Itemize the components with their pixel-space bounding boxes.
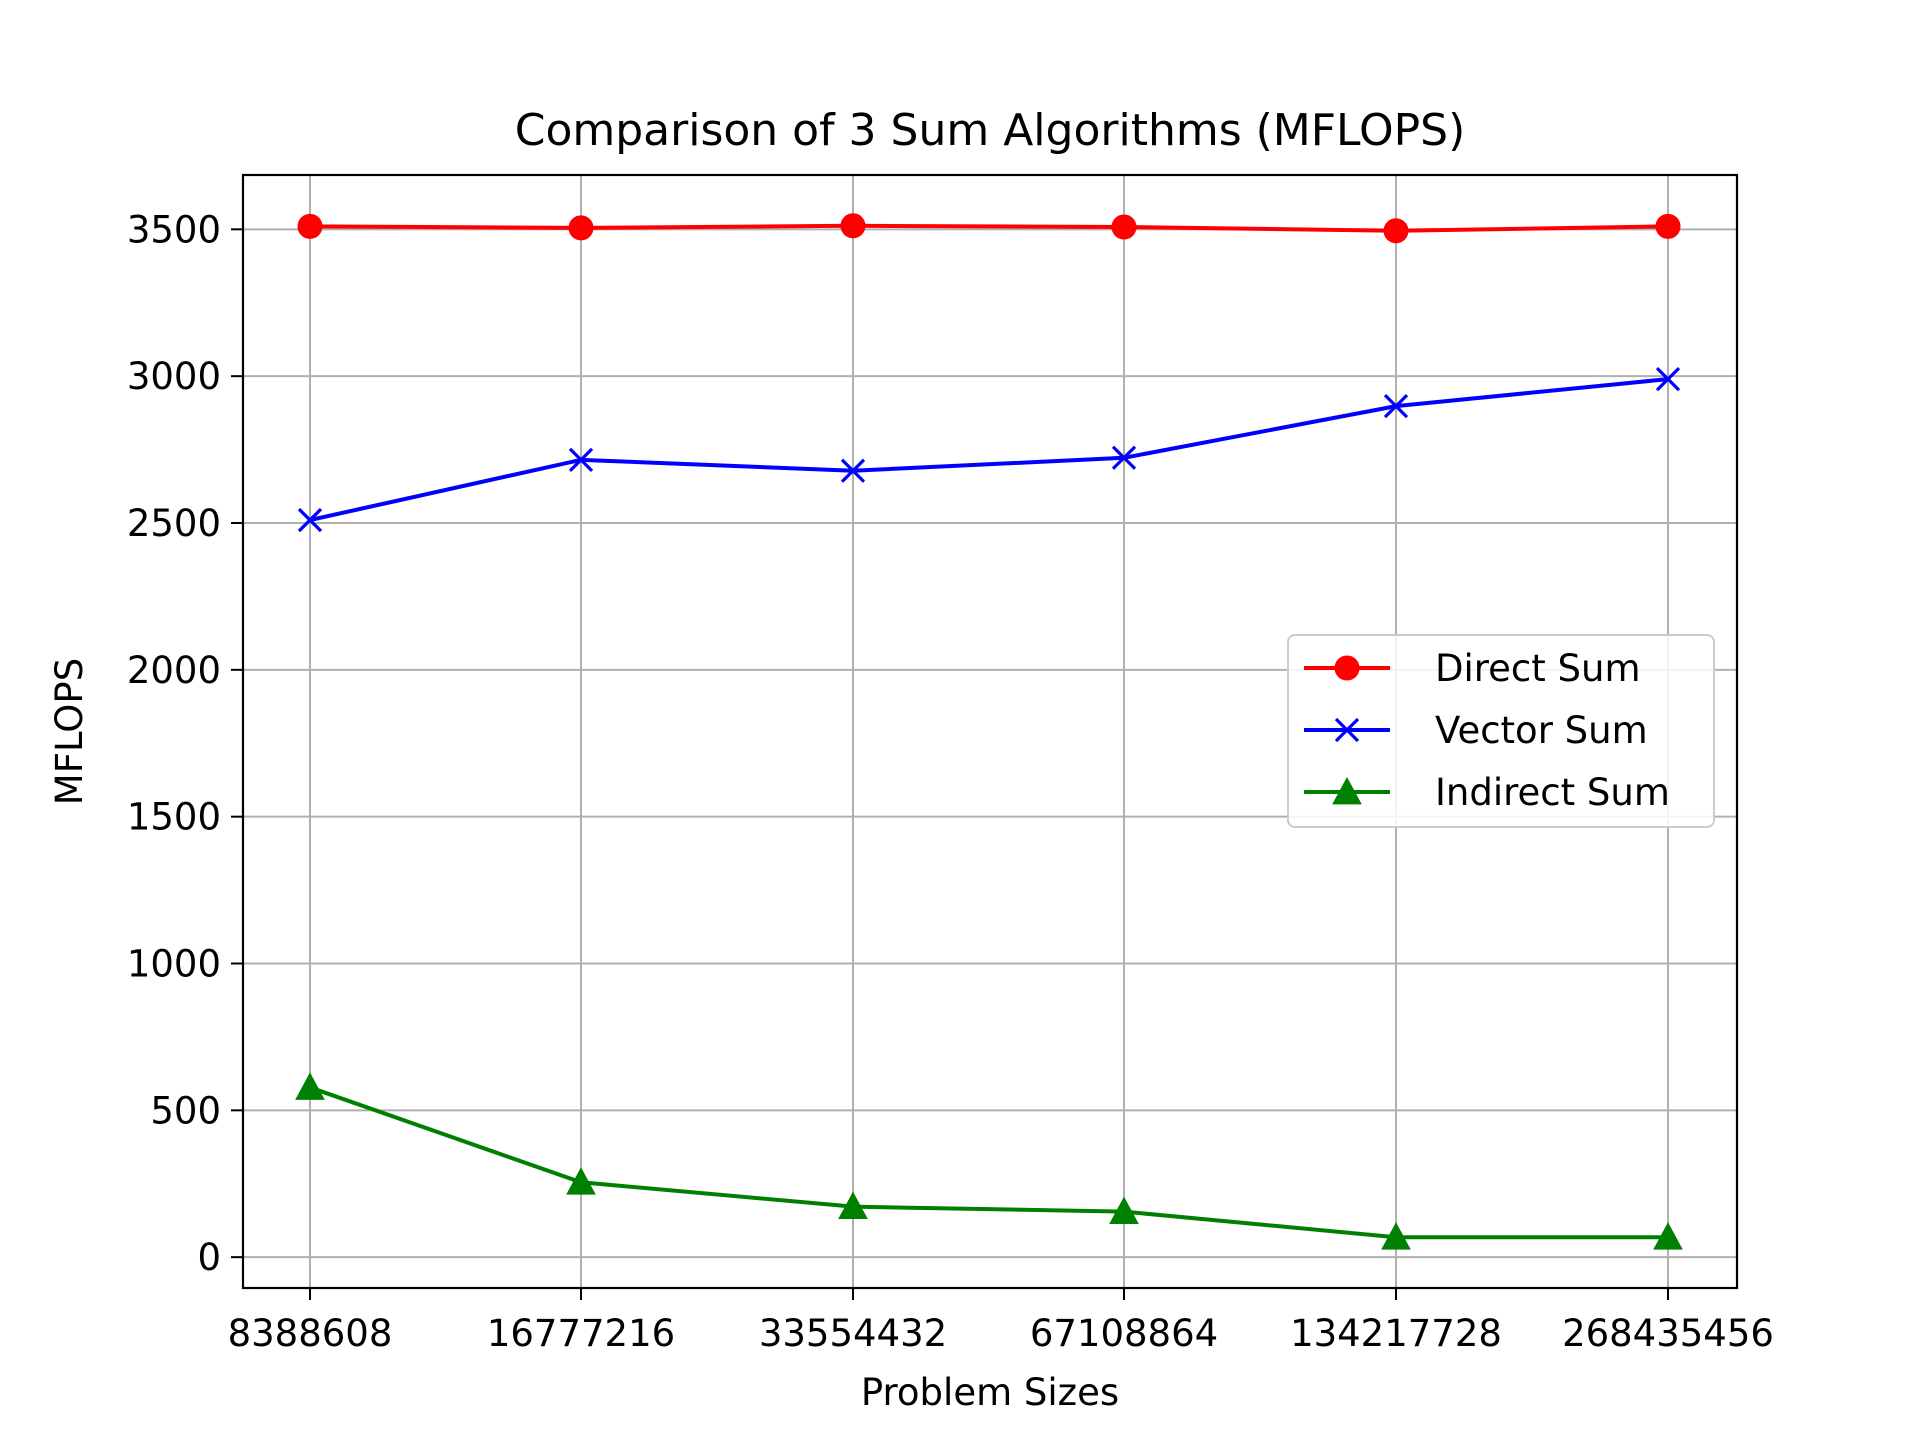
x-tick-label: 8388608 <box>228 1312 393 1355</box>
y-tick-label: 0 <box>197 1236 221 1279</box>
y-tick-label: 3500 <box>127 208 221 251</box>
x-marker-stroke <box>1111 445 1137 470</box>
data-point-indirect-sum <box>566 1167 596 1195</box>
data-point-direct-sum <box>568 215 594 241</box>
data-point-vector-sum <box>297 507 323 533</box>
x-tick-label: 134217728 <box>1290 1312 1502 1355</box>
x-marker-stroke <box>1334 717 1360 743</box>
data-point-direct-sum <box>297 213 323 239</box>
x-marker-stroke <box>1383 393 1409 419</box>
series-direct-sum <box>297 213 1681 244</box>
data-point-indirect-sum <box>838 1191 868 1220</box>
data-point-direct-sum <box>1111 214 1137 240</box>
y-tick-label: 3000 <box>127 355 221 398</box>
legend-marker-vector-sum <box>1334 717 1360 743</box>
legend-label-direct-sum: Direct Sum <box>1435 647 1641 690</box>
data-point-indirect-sum <box>1109 1196 1139 1225</box>
data-point-indirect-sum <box>1381 1222 1411 1250</box>
series-vector-sum <box>297 366 1681 533</box>
plot-frame <box>241 173 1739 1290</box>
series-line-indirect-sum <box>309 1085 1668 1240</box>
y-tick-label: 2500 <box>127 502 221 545</box>
x-tick-label: 16777216 <box>487 1312 675 1355</box>
x-axis-label: Problem Sizes <box>861 1371 1119 1414</box>
x-marker-stroke <box>568 447 594 472</box>
data-point-direct-sum <box>1383 218 1409 244</box>
x-marker-stroke <box>297 507 323 533</box>
y-tick-label: 2000 <box>127 649 221 692</box>
data-point-vector-sum <box>1383 393 1409 419</box>
data-point-indirect-sum <box>295 1072 325 1100</box>
legend-box <box>1287 634 1715 828</box>
x-tick-label: 67108864 <box>1030 1312 1218 1355</box>
legend-entry-vector-sum: Vector Sum <box>1304 709 1648 752</box>
series-indirect-sum <box>295 1072 1683 1250</box>
series-lines <box>295 213 1683 1250</box>
y-tick-label: 1000 <box>127 942 221 985</box>
data-point-direct-sum <box>1655 213 1681 239</box>
data-point-vector-sum <box>568 447 594 472</box>
y-tick-label: 1500 <box>127 796 221 839</box>
x-marker-stroke <box>1655 366 1681 392</box>
data-point-vector-sum <box>1111 445 1137 470</box>
series-line-direct-sum <box>309 223 1669 233</box>
series-line-vector-sum <box>309 377 1669 523</box>
chart-title: Comparison of 3 Sum Algorithms (MFLOPS) <box>515 105 1466 156</box>
x-tick-label: 33554432 <box>759 1312 947 1355</box>
data-point-indirect-sum <box>1653 1222 1683 1250</box>
legend-entry-indirect-sum: Indirect Sum <box>1304 771 1670 814</box>
legend-label-indirect-sum: Indirect Sum <box>1435 771 1670 814</box>
data-point-vector-sum <box>840 458 866 483</box>
axis-ticks: 8388608 16777216 33554432 67108864 134217728… <box>127 208 1774 1355</box>
data-point-vector-sum <box>1655 366 1681 392</box>
data-point-direct-sum <box>840 213 866 239</box>
y-tick-label: 500 <box>150 1089 221 1132</box>
y-axis-label: MFLOPS <box>48 658 91 805</box>
legend-marker-direct-sum <box>1334 655 1360 681</box>
legend-entry-direct-sum: Direct Sum <box>1304 647 1641 690</box>
legend-marker-indirect-sum <box>1332 776 1362 805</box>
x-marker-stroke <box>840 458 866 483</box>
legend-label-vector-sum: Vector Sum <box>1435 709 1648 752</box>
legend: Direct Sum Vector Sum Indirect Sum <box>1287 634 1715 828</box>
x-tick-label: 268435456 <box>1562 1312 1774 1355</box>
